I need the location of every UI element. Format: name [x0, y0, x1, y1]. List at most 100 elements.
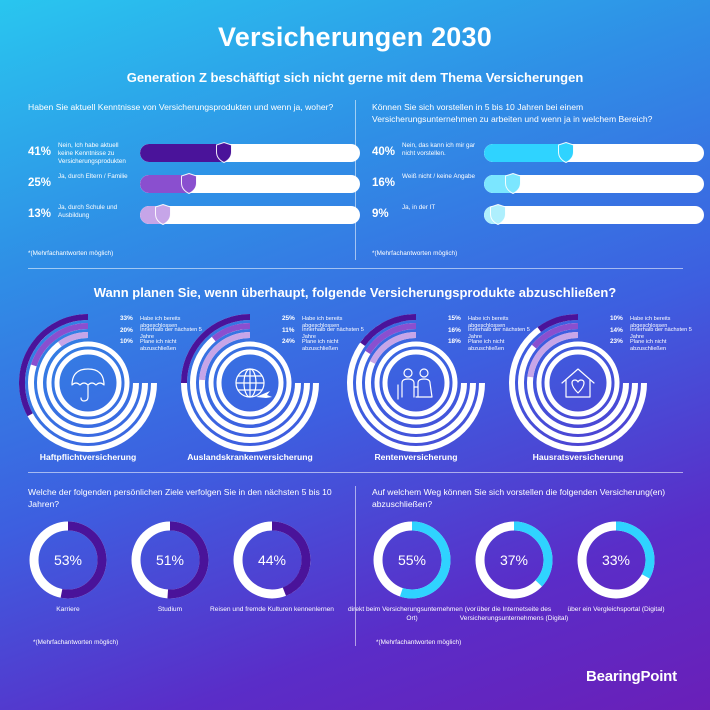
arc-pct-label: 33% [120, 315, 133, 322]
ring-category-label: Studium [157, 606, 183, 613]
product-name: Rentenversicherung [374, 452, 458, 462]
arc-pct-label: 24% [282, 338, 295, 345]
arc-value [537, 314, 579, 333]
bar-category-label: Nein, das kann ich mir gar nicht vorstel… [402, 142, 476, 157]
ring-value [577, 521, 655, 599]
arc-value [527, 332, 579, 378]
ring-category-label: über ein Vergleichsportal (Digital) [567, 606, 665, 613]
arc-value [30, 323, 89, 367]
ring-category-label: direkt beim Versicherungsunternehmen (vo… [348, 606, 476, 622]
bar-track [140, 175, 360, 193]
ring-chart: 55% [373, 521, 451, 599]
section-divider-vertical [355, 100, 356, 260]
bar-pct-label: 16% [372, 177, 396, 189]
arc-value [18, 314, 89, 417]
product-arc-chart [347, 314, 485, 452]
bar-category-label: Ja, in der IT [402, 204, 436, 211]
arc-value [58, 332, 89, 347]
shield-marker [216, 142, 233, 163]
arc-value [365, 323, 417, 355]
bar-track [484, 206, 704, 224]
ring-pct-label: 44% [258, 552, 286, 568]
channels-question: Auf welchem Weg können Sie sich vorstell… [372, 487, 666, 509]
arc-series-label: Habe ich bereits abgeschlossen [630, 315, 671, 329]
knowledge-question: Haben Sie aktuell Kenntnisse von Versich… [28, 102, 334, 112]
guide-ring [544, 349, 612, 417]
arc-series-label: Plane ich nicht abzuschließen [468, 338, 505, 352]
section-divider-vertical-2 [355, 486, 356, 646]
page-subtitle: Generation Z beschäftigt sich nicht gern… [126, 70, 584, 85]
arc-pct-label: 10% [610, 315, 623, 322]
arc-value [181, 314, 251, 384]
ring-pct-label: 33% [602, 552, 630, 568]
product-name: Hausratsversicherung [532, 452, 624, 462]
product-name: Haftpflichtversicherung [39, 452, 137, 462]
arc-series-label: Habe ich bereits abgeschlossen [468, 315, 509, 329]
ring-chart: 37% [475, 521, 553, 599]
ring-chart: 53% [29, 521, 107, 599]
arc-series-label: Innerhalb der nächsten 5 Jahre [140, 327, 202, 340]
arc-track [37, 332, 139, 434]
arc-pct-label: 16% [448, 326, 461, 334]
globe-plane-icon [235, 368, 272, 398]
knowledge-note: *(Mehrfachantworten möglich) [28, 250, 114, 257]
arc-value [199, 332, 251, 381]
ring-value [373, 521, 451, 599]
shield-marker [505, 173, 522, 194]
shield-marker [558, 142, 574, 163]
arc-pct-label: 14% [610, 326, 623, 334]
ring-chart: 33% [577, 521, 655, 599]
ring-pct-label: 51% [156, 552, 184, 568]
guide-ring [216, 349, 284, 417]
arc-series-label: Habe ich bereits abgeschlossen [140, 315, 181, 329]
shield-marker [489, 204, 506, 225]
guide-ring [46, 341, 130, 425]
shield-marker [154, 204, 171, 225]
section-divider-1 [28, 268, 683, 269]
arc-pct-label: 23% [610, 338, 623, 345]
arc-pct-label: 15% [448, 315, 461, 322]
product-arc-chart [509, 314, 647, 452]
shield-marker [181, 173, 197, 194]
arc-pct-label: 11% [282, 326, 295, 334]
bar-pct-label: 40% [372, 146, 396, 158]
ring-pct-label: 37% [500, 552, 528, 568]
arc-pct-label: 18% [448, 338, 461, 345]
bar-fill [484, 144, 572, 162]
house-icon [561, 368, 595, 398]
ring-pct-label: 53% [54, 552, 82, 568]
career-question: Können Sie sich vorstellen in 5 bis 10 J… [372, 102, 653, 124]
arc-series-label: Innerhalb der nächsten 5 Jahre [630, 327, 692, 340]
bar-pct-label: 13% [28, 208, 52, 220]
ring-value [29, 521, 107, 599]
arc-pct-label: 10% [120, 338, 133, 345]
ring-value [233, 521, 311, 599]
arc-value [360, 314, 417, 347]
goals-question: Welche der folgenden persönlichen Ziele … [28, 487, 332, 509]
page-title: Versicherungen 2030 [218, 22, 492, 52]
bearingpoint-logo: BearingPoint [586, 668, 677, 685]
arc-series-label: Innerhalb der nächsten 5 Jahre [468, 327, 530, 340]
umbrella-icon [71, 368, 105, 402]
bar-pct-label: 25% [28, 177, 52, 189]
career-note: *(Mehrfachantworten möglich) [372, 250, 458, 257]
arc-value [211, 323, 251, 342]
arc-series-label: Plane ich nicht abzuschließen [140, 338, 177, 352]
ring-category-label: Karriere [56, 606, 80, 613]
arc-value [531, 323, 579, 349]
arc-series-label: Innerhalb der nächsten 5 Jahre [302, 327, 364, 340]
arc-track [190, 323, 310, 443]
arc-track [509, 314, 647, 452]
product-name: Auslandskrankenversicherung [187, 452, 313, 462]
bar-category-label: Ja, durch Eltern / Familie [58, 173, 128, 180]
bar-pct-label: 9% [372, 208, 389, 220]
arc-value [369, 332, 417, 364]
bar-track [140, 206, 360, 224]
guide-ring [382, 349, 450, 417]
arc-pct-label: 20% [120, 326, 133, 334]
guide-ring [374, 341, 458, 425]
channels-note: *(Mehrfachantworten möglich) [376, 639, 462, 646]
bar-track [484, 144, 704, 162]
ring-value [475, 521, 553, 599]
section-divider-2 [28, 472, 683, 473]
